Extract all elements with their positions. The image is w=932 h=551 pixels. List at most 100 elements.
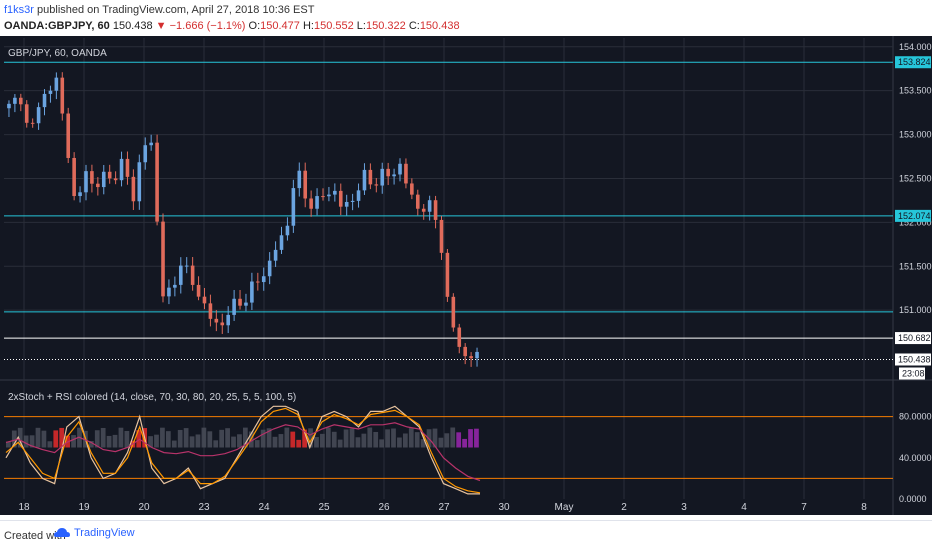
candle-body [101,171,106,188]
candle-body [96,183,100,188]
oscillator-histogram-bar [438,437,444,448]
oscillator-series-line [5,407,481,494]
last-price-text: 150.438 [898,354,931,364]
countdown-badge [899,367,925,380]
oscillator-histogram-bar [94,430,100,448]
close-label: C: [408,20,420,32]
oscillator-histogram-bar [213,440,219,448]
candle-body [202,296,207,304]
y-tick-label: 152.000 [899,217,932,227]
down-arrow-icon: ▼ [155,20,167,32]
y-tick-label: 151.500 [899,261,932,271]
publish-line: f1ks3r published on TradingView.com, Apr… [4,4,314,16]
candle-body [451,296,456,328]
x-tick-label: 18 [18,502,30,513]
candle-body [238,298,242,306]
candle-body [457,327,462,347]
chart-canvas[interactable]: 18 19 20 23 24 25 26 27 30 May 2 3 4 7 8154.000153.500… [0,36,932,515]
oscillator-histogram-bar [6,441,11,448]
oscillator-histogram-bar [118,427,124,448]
oscillator-histogram-bar [100,427,106,448]
open-label: O: [248,20,261,32]
oscillator-histogram-bar [278,434,284,448]
oscillator-histogram-bar [17,427,23,448]
candle-body [333,190,337,195]
candle-body [30,122,35,124]
candle-body [72,157,76,197]
tradingview-cloud-icon [54,528,70,537]
oscillator-series-line [5,405,480,495]
author-link[interactable]: f1ks3r [4,4,34,16]
last-price: 150.438 [112,20,153,32]
oscillator-histogram-bar [367,427,373,448]
x-tick-label: 7 [801,502,807,513]
candle-body [196,284,201,297]
horizontal-levels[interactable] [4,61,893,360]
candle-body [415,194,420,209]
oscillator-histogram-bar [468,429,473,448]
candle-body [475,351,479,359]
x-tick-label: 30 [498,502,510,513]
candle-body [161,221,165,297]
low-value: 150.322 [365,20,406,32]
candle-body [433,200,438,220]
candle-body [208,303,213,319]
oscillator-series-line [5,422,481,482]
high-label: H: [302,20,314,32]
oscillator-histogram-bar [148,436,153,448]
oscillator-histogram-bar [171,440,177,448]
candle-body [90,171,94,184]
candle-body [321,196,325,198]
x-tick-label: 24 [258,502,270,513]
x-tick-label: 27 [438,502,450,513]
candle-body [398,163,402,175]
tradingview-logo[interactable]: TradingView [54,527,135,539]
y-tick-label: 153.000 [899,130,932,140]
candle-body [392,174,396,177]
oscillator-histogram-bar [391,428,396,448]
publish-info: published on TradingView.com, April 27, … [37,4,315,16]
candle-body [84,171,88,193]
oscillator-histogram-bar [201,427,207,448]
oscillator-histogram-bar [284,427,290,448]
candle-body [463,346,467,357]
oscillator-histogram-bar [23,435,29,448]
level-price-badge [895,332,931,345]
candle-body [214,318,219,323]
candle-body [350,200,355,202]
tradingview-brand: TradingView [74,527,135,539]
oscillator-histogram-bar [462,438,467,448]
x-tick-label: May [555,502,574,513]
chart-area[interactable]: 18 19 20 23 24 25 26 27 30 May 2 3 4 7 8 154.000 153.500… [0,36,932,515]
candle-body [184,265,189,267]
x-tick-label: 2 [621,502,627,513]
oscillator-histogram-bar [29,435,35,448]
oscillator-histogram-bar [320,433,325,448]
oscillator-histogram-bar [331,431,337,448]
candle-body [78,192,82,197]
candle-body [291,188,296,226]
candle-body [421,208,426,212]
candle-body [244,302,248,306]
high-value: 150.552 [313,20,354,32]
oscillator-histogram-bar [343,429,349,448]
oscillator-histogram-bar [432,428,438,448]
candle-body [48,90,53,94]
candle-body [469,356,473,359]
oscillator-histogram-bar [177,429,183,448]
oscillator-histogram-bar [314,437,319,448]
x-tick-label: 23 [198,502,210,513]
oscillator-histogram-bar [189,436,195,448]
level-price-text: 152.074 [898,211,931,221]
candle-body [297,170,302,189]
candle-body [285,225,290,236]
oscillator-histogram-bar [41,430,47,448]
price-axis[interactable]: 18 19 20 23 24 25 26 27 30 May 2 3 4 7 8154.000153.500… [18,42,931,513]
oscillator-histogram-bar [272,436,278,448]
candle-body [149,142,153,146]
level-price-badge [895,56,931,69]
oscillator-histogram-bar [456,432,462,448]
chart-title: GBP/JPY, 60, OANDA [8,48,107,59]
oscillator-histogram-bar [420,439,426,448]
candle-body [250,281,254,303]
